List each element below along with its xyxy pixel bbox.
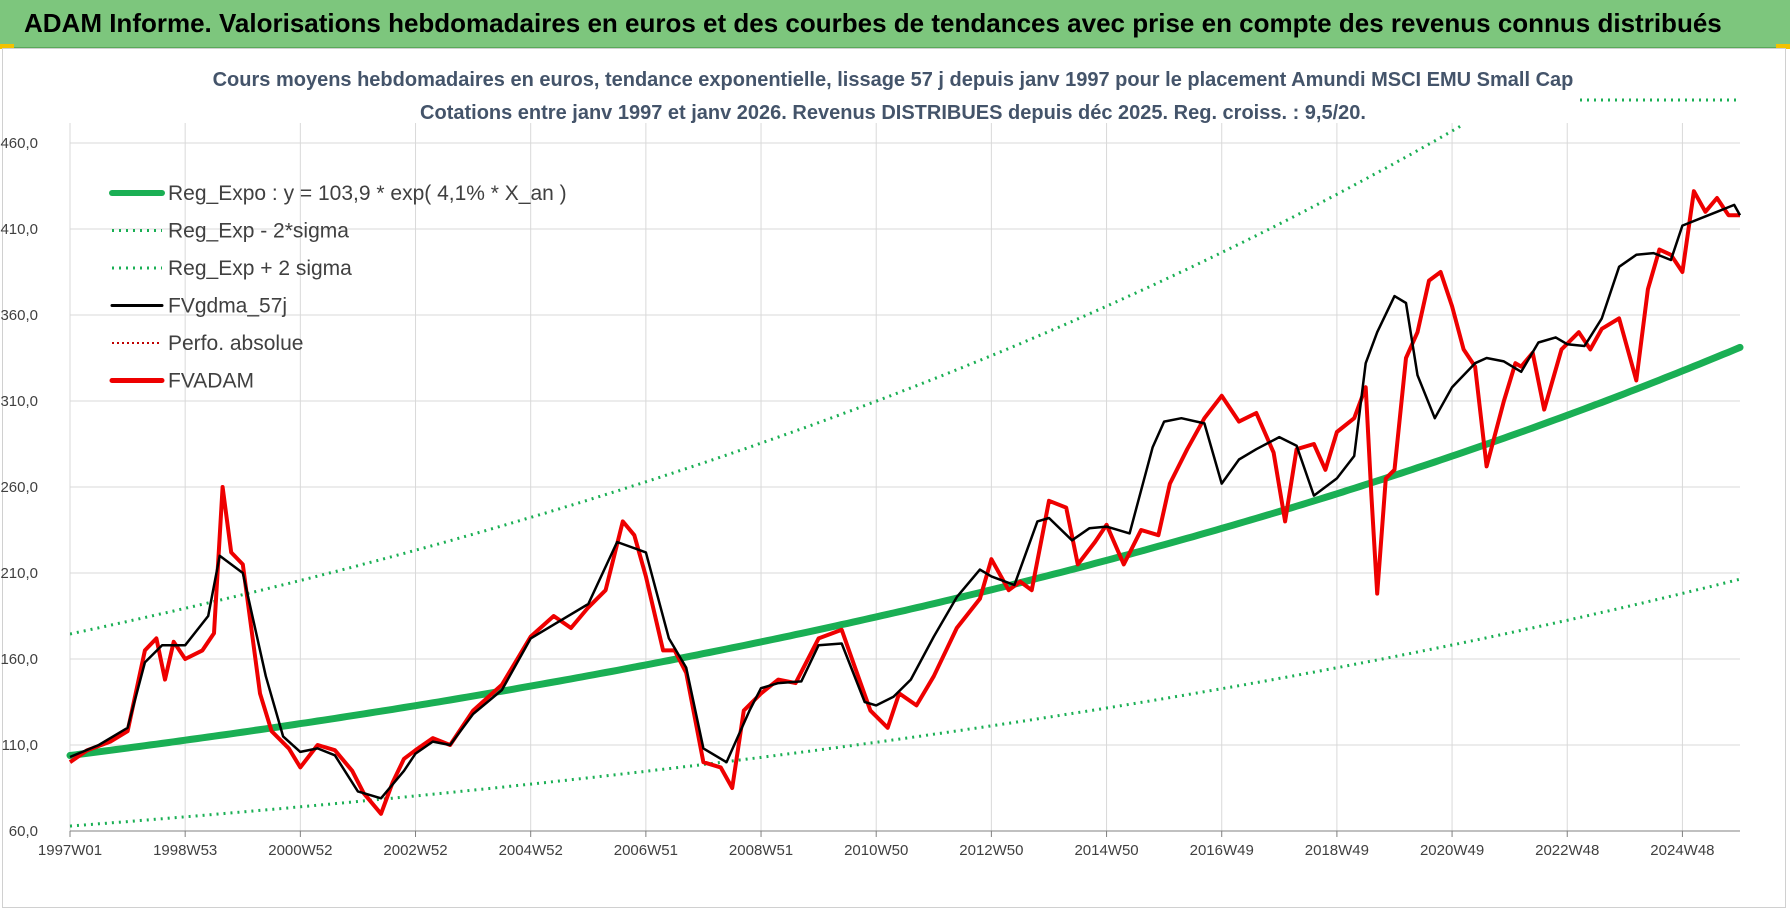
y-tick-label: 310,0 — [0, 393, 38, 410]
x-tick-label: 2018W49 — [1305, 842, 1369, 859]
x-tick-label: 2002W52 — [383, 842, 447, 859]
x-tick-label: 2022W48 — [1535, 842, 1599, 859]
y-tick-label: 160,0 — [0, 651, 38, 668]
legend-fvgdma-57j: FVgdma_57j — [110, 295, 287, 318]
legend-label: Reg_Exp - 2*sigma — [168, 220, 349, 243]
legend-reg-exp-plus-2sigma: Reg_Exp + 2 sigma — [112, 257, 352, 280]
legend: Reg_Expo : y = 103,9 * exp( 4,1% * X_an … — [109, 182, 567, 393]
x-tick-label: 2004W52 — [499, 842, 563, 859]
x-tick-label: 2020W49 — [1420, 842, 1484, 859]
x-tick-label: 2000W52 — [268, 842, 332, 859]
x-tick-label: 2008W51 — [729, 842, 793, 859]
report-banner: ADAM Informe. Valorisations hebdomadaire… — [0, 0, 1790, 48]
legend-fvadam: FVADAM — [109, 370, 254, 393]
y-tick-label: 460,0 — [0, 135, 38, 152]
legend-label: Reg_Expo : y = 103,9 * exp( 4,1% * X_an … — [168, 182, 567, 205]
y-tick-label: 410,0 — [0, 221, 38, 238]
series-reg-exp-minus-2sigma — [69, 577, 1741, 828]
axes: 60,0 110,0 160,0 210,0 260,0 310,0 360,0 410,0 4… — [0, 135, 1740, 859]
series-fvadam — [68, 189, 1740, 816]
x-tick-label: 2014W50 — [1074, 842, 1138, 859]
x-tick-label: 2016W49 — [1190, 842, 1254, 859]
legend-label: Perfo. absolue — [168, 332, 303, 355]
report-title: ADAM Informe. Valorisations hebdomadaire… — [24, 8, 1722, 38]
corner-mark-right — [1776, 44, 1790, 49]
x-tick-label: 1997W01 — [38, 842, 102, 859]
y-tick-label: 210,0 — [0, 565, 38, 582]
y-tick-label: 60,0 — [9, 823, 38, 840]
y-tick-label: 110,0 — [2, 737, 38, 754]
x-tick-label: 2006W51 — [614, 842, 678, 859]
corner-mark-left — [0, 44, 14, 49]
series-area — [66, 123, 1744, 828]
x-tick-label: 2012W50 — [959, 842, 1023, 859]
legend-label: FVgdma_57j — [168, 295, 287, 318]
chart-frame — [2, 48, 1786, 908]
legend-reg-exp-minus-2sigma: Reg_Exp - 2*sigma — [112, 220, 349, 243]
series-fvgdma-57j — [69, 203, 1742, 800]
y-tick-label: 260,0 — [0, 479, 38, 496]
chart-subtitle: Cotations entre janv 1997 et janv 2026. … — [420, 102, 1366, 124]
legend-label: Reg_Exp + 2 sigma — [168, 257, 352, 280]
y-tick-label: 360,0 — [0, 307, 38, 324]
chart-title: Cours moyens hebdomadaires en euros, ten… — [213, 69, 1574, 91]
legend-reg-expo: Reg_Expo : y = 103,9 * exp( 4,1% * X_an … — [109, 182, 567, 205]
legend-label: FVADAM — [168, 370, 254, 393]
series-reg-exp-plus-2sigma — [70, 123, 1465, 636]
series-reg-expo — [66, 343, 1744, 759]
x-tick-label: 2010W50 — [844, 842, 908, 859]
valuation-chart: Cours moyens hebdomadaires en euros, ten… — [0, 69, 1744, 859]
x-tick-label: 1998W53 — [153, 842, 217, 859]
x-tick-label: 2024W48 — [1650, 842, 1714, 859]
legend-perfo-absolue: Perfo. absolue — [112, 332, 303, 355]
